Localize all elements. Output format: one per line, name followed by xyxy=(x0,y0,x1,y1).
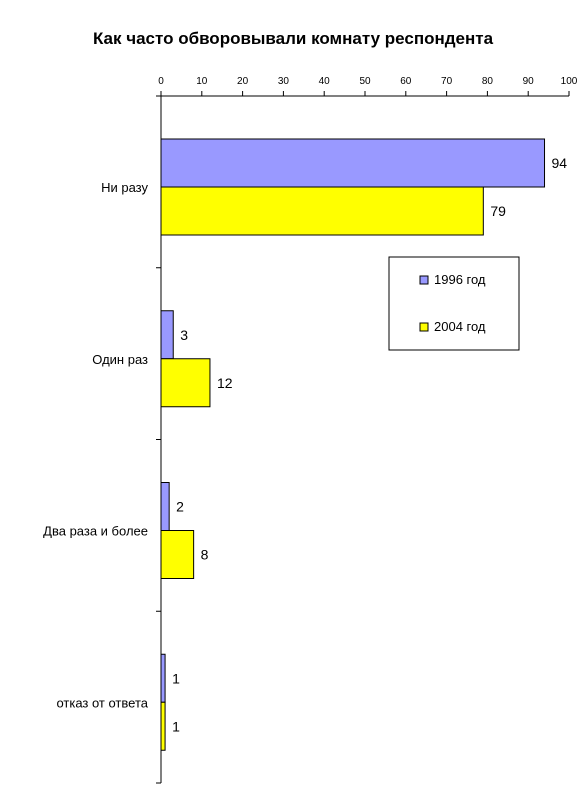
data-label: 2 xyxy=(176,499,184,515)
legend-box xyxy=(388,256,520,351)
bar xyxy=(160,482,170,531)
bar xyxy=(160,138,546,188)
data-label: 8 xyxy=(201,547,209,563)
bars: 94 79 3 12 2 8 1 1 xyxy=(160,138,568,751)
chart-title: Как часто обворовывали комнату респонден… xyxy=(93,29,494,48)
x-tick-label: 60 xyxy=(400,76,412,87)
x-tick-label: 40 xyxy=(319,76,331,87)
bar xyxy=(160,310,174,360)
legend-label: 1996 год xyxy=(434,272,486,287)
x-tick-label: 80 xyxy=(482,76,494,87)
bar xyxy=(160,530,195,579)
x-tick-label: 50 xyxy=(359,76,371,87)
category-label: Ни разу xyxy=(101,180,148,195)
bar xyxy=(160,701,166,751)
category-label: отказ от ответа xyxy=(56,695,148,710)
y-axis: Ни разу Один раз Два раза и более отказ от … xyxy=(43,95,162,784)
legend-swatch xyxy=(419,275,429,285)
legend-label: 2004 год xyxy=(434,319,486,334)
legend-swatch xyxy=(419,322,429,332)
category-label: Два раза и более xyxy=(43,524,148,539)
data-label: 1 xyxy=(172,670,180,686)
x-axis: 0 10 20 30 40 50 60 70 80 90 100 xyxy=(158,76,578,97)
x-tick-label: 90 xyxy=(523,76,535,87)
x-tick-label: 0 xyxy=(158,76,164,87)
x-tick-label: 20 xyxy=(237,76,249,87)
data-label: 3 xyxy=(180,327,188,343)
data-label: 79 xyxy=(490,203,506,219)
x-tick-label: 30 xyxy=(278,76,290,87)
data-label: 12 xyxy=(217,375,233,391)
x-tick-label: 10 xyxy=(196,76,208,87)
category-label: Один раз xyxy=(92,352,148,367)
x-tick-label: 100 xyxy=(561,76,578,87)
bar xyxy=(160,186,484,236)
data-label: 94 xyxy=(552,155,568,171)
data-label: 1 xyxy=(172,718,180,734)
x-tick-label: 70 xyxy=(441,76,453,87)
bar xyxy=(160,358,211,408)
legend: 1996 год 2004 год xyxy=(388,256,520,351)
bar xyxy=(160,653,166,703)
